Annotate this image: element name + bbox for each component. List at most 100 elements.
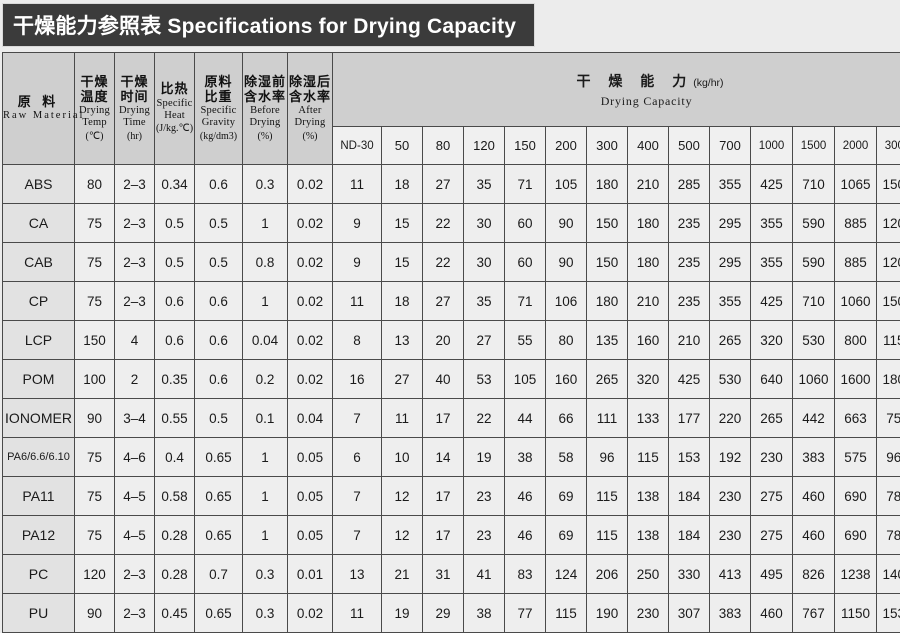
col-header-model-nd-30: ND-30 — [333, 127, 382, 165]
cell-capacity-2000: 690 — [835, 477, 877, 516]
cell-capacity-500: 285 — [669, 165, 710, 204]
cell-capacity-200: 69 — [546, 477, 587, 516]
cell-capacity-80: 29 — [423, 594, 464, 633]
cell-capacity-80: 31 — [423, 555, 464, 594]
cell-specific-heat: 0.5 — [155, 243, 195, 282]
capacity-group-cn: 干 燥 能 力(kg/hr) — [333, 71, 900, 91]
cell-capacity-500: 307 — [669, 594, 710, 633]
cell-capacity-120: 35 — [464, 282, 505, 321]
cell-specific-heat: 0.4 — [155, 438, 195, 477]
cell-specific-gravity: 0.7 — [195, 555, 243, 594]
cell-capacity-3000: 780 — [877, 516, 900, 555]
cell-capacity-2000: 800 — [835, 321, 877, 360]
cell-capacity-400: 180 — [628, 243, 669, 282]
cell-capacity-150: 77 — [505, 594, 546, 633]
col-header-model-150: 150 — [505, 127, 546, 165]
cell-capacity-1000: 230 — [751, 438, 793, 477]
cell-drying-temp: 90 — [75, 594, 115, 633]
cell-capacity-200: 80 — [546, 321, 587, 360]
cell-specific-heat: 0.28 — [155, 516, 195, 555]
cell-capacity-50: 18 — [382, 165, 423, 204]
cell-capacity-1000: 320 — [751, 321, 793, 360]
page-title: 干燥能力参照表 Specifications for Drying Capaci… — [13, 10, 516, 40]
cell-capacity-150: 46 — [505, 477, 546, 516]
cell-after-drying: 0.02 — [288, 165, 333, 204]
cell-capacity-500: 184 — [669, 516, 710, 555]
cell-capacity-400: 210 — [628, 165, 669, 204]
cell-capacity-300: 180 — [587, 165, 628, 204]
col-header-model-50: 50 — [382, 127, 423, 165]
cell-material: CAB — [3, 243, 75, 282]
cell-capacity-50: 27 — [382, 360, 423, 399]
cell-capacity-200: 105 — [546, 165, 587, 204]
cell-material: IONOMER — [3, 399, 75, 438]
cell-capacity-2000: 663 — [835, 399, 877, 438]
cell-after-drying: 0.04 — [288, 399, 333, 438]
cell-capacity-500: 184 — [669, 477, 710, 516]
cell-capacity-50: 18 — [382, 282, 423, 321]
cell-material: PC — [3, 555, 75, 594]
cell-capacity-3000: 1500 — [877, 282, 900, 321]
cell-capacity-700: 192 — [710, 438, 751, 477]
cell-capacity-400: 210 — [628, 282, 669, 321]
cell-capacity-80: 20 — [423, 321, 464, 360]
cell-capacity-300: 206 — [587, 555, 628, 594]
cell-capacity-nd-30: 7 — [333, 399, 382, 438]
cell-before-drying: 0.3 — [243, 594, 288, 633]
cell-capacity-400: 250 — [628, 555, 669, 594]
cell-capacity-1000: 425 — [751, 165, 793, 204]
cell-capacity-50: 21 — [382, 555, 423, 594]
cell-capacity-150: 71 — [505, 282, 546, 321]
cell-capacity-3000: 1200 — [877, 204, 900, 243]
cell-specific-heat: 0.5 — [155, 204, 195, 243]
cell-capacity-400: 320 — [628, 360, 669, 399]
cell-capacity-nd-30: 8 — [333, 321, 382, 360]
cell-capacity-200: 106 — [546, 282, 587, 321]
cell-capacity-50: 15 — [382, 243, 423, 282]
cell-drying-temp: 75 — [75, 477, 115, 516]
cell-after-drying: 0.02 — [288, 243, 333, 282]
cell-specific-gravity: 0.5 — [195, 243, 243, 282]
cell-capacity-1500: 530 — [793, 321, 835, 360]
cell-drying-temp: 75 — [75, 204, 115, 243]
cell-capacity-500: 425 — [669, 360, 710, 399]
cell-capacity-1500: 590 — [793, 243, 835, 282]
cell-capacity-80: 40 — [423, 360, 464, 399]
cell-capacity-80: 17 — [423, 399, 464, 438]
cell-capacity-1000: 355 — [751, 204, 793, 243]
cell-specific-gravity: 0.65 — [195, 438, 243, 477]
cell-material: PA6/6.6/6.10 — [3, 438, 75, 477]
cell-capacity-120: 30 — [464, 243, 505, 282]
cell-capacity-150: 83 — [505, 555, 546, 594]
cell-drying-time: 4 — [115, 321, 155, 360]
cell-capacity-80: 14 — [423, 438, 464, 477]
cell-capacity-200: 115 — [546, 594, 587, 633]
cell-after-drying: 0.02 — [288, 321, 333, 360]
cell-capacity-nd-30: 11 — [333, 594, 382, 633]
cell-specific-heat: 0.58 — [155, 477, 195, 516]
cell-capacity-120: 35 — [464, 165, 505, 204]
cell-capacity-300: 115 — [587, 516, 628, 555]
cell-before-drying: 1 — [243, 282, 288, 321]
cell-specific-gravity: 0.65 — [195, 516, 243, 555]
cell-capacity-2000: 1060 — [835, 282, 877, 321]
cell-capacity-2000: 1065 — [835, 165, 877, 204]
cell-capacity-1500: 710 — [793, 165, 835, 204]
cell-capacity-nd-30: 11 — [333, 282, 382, 321]
cell-capacity-120: 23 — [464, 477, 505, 516]
cell-capacity-300: 111 — [587, 399, 628, 438]
cell-capacity-3000: 750 — [877, 399, 900, 438]
cell-capacity-80: 22 — [423, 243, 464, 282]
cell-capacity-400: 160 — [628, 321, 669, 360]
cell-capacity-nd-30: 7 — [333, 477, 382, 516]
cell-drying-temp: 75 — [75, 438, 115, 477]
cell-drying-time: 2–3 — [115, 282, 155, 321]
cell-capacity-50: 12 — [382, 516, 423, 555]
